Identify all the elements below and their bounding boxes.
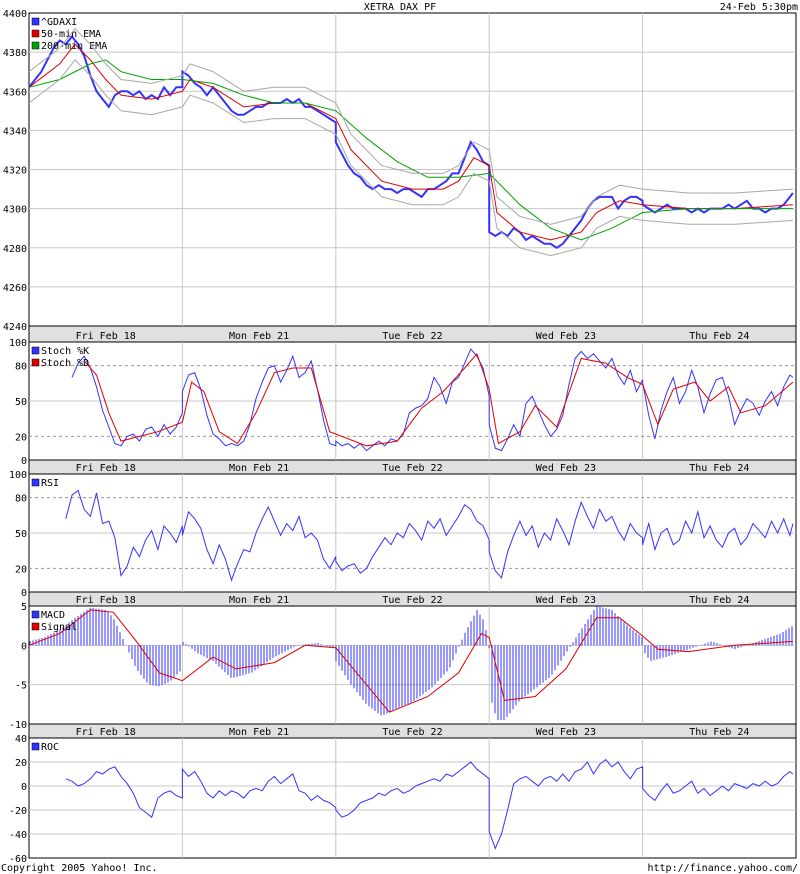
y-tick-label: 4280 <box>3 244 27 255</box>
y-tick-label: 4300 <box>3 205 27 216</box>
day-label: Fri Feb 18 <box>76 595 136 606</box>
day-label: Thu Feb 24 <box>689 463 749 474</box>
legend-swatch <box>31 29 40 38</box>
day-label: Wed Feb 23 <box>536 595 596 606</box>
legend-swatch <box>31 17 40 26</box>
y-tick-label: 100 <box>9 470 27 481</box>
y-tick-label: 4400 <box>3 9 27 20</box>
day-label: Wed Feb 23 <box>536 463 596 474</box>
day-label: Mon Feb 21 <box>229 331 289 342</box>
y-tick-label: 80 <box>15 362 27 373</box>
panel-price: 4400 4380 4360 4340 4320 4300 4280 4260 4240 ^GDA… <box>3 9 797 333</box>
legend-label: ^GDAXI <box>41 17 77 28</box>
day-label: Tue Feb 22 <box>382 727 442 738</box>
y-tick-label: 0 <box>21 456 27 467</box>
band-upper <box>28 27 793 225</box>
series-line <box>65 758 794 850</box>
day-label: Thu Feb 24 <box>689 727 749 738</box>
day-label: Tue Feb 22 <box>382 463 442 474</box>
day-label: Mon Feb 21 <box>229 727 289 738</box>
series-line <box>83 352 794 447</box>
y-tick-label: 5 <box>21 602 27 613</box>
series-line <box>28 609 793 713</box>
copyright-text: Copyright 2005 Yahoo! Inc. <box>1 863 158 874</box>
panel-roc: 40 20 0 -20 -40 -60 ROC <box>9 734 797 865</box>
y-tick-label: 0 <box>21 588 27 599</box>
chart-timestamp: 24-Feb 5:30pm <box>720 2 798 13</box>
y-tick-label: 4380 <box>3 48 27 59</box>
legend-swatch <box>31 610 40 619</box>
chart-panels: Fri Feb 18 Mon Feb 21 Tue Feb 22 Wed Feb 23… <box>3 9 797 865</box>
y-tick-label: 4360 <box>3 87 27 98</box>
legend-label: Stoch %D <box>41 358 89 369</box>
y-tick-label: -5 <box>15 681 27 692</box>
y-tick-label: -10 <box>9 720 27 731</box>
day-label: Mon Feb 21 <box>229 595 289 606</box>
day-label: Fri Feb 18 <box>76 331 136 342</box>
y-tick-label: 4320 <box>3 166 27 177</box>
legend-swatch <box>31 478 40 487</box>
day-label: Wed Feb 23 <box>536 727 596 738</box>
day-label: Tue Feb 22 <box>382 595 442 606</box>
y-tick-label: 50 <box>15 397 27 408</box>
legend-swatch <box>31 742 40 751</box>
footer-url[interactable]: http://finance.yahoo.com/ <box>647 863 798 874</box>
day-label: Fri Feb 18 <box>76 727 136 738</box>
y-tick-label: 80 <box>15 494 27 505</box>
series-line <box>65 489 794 582</box>
legend-label: RSI <box>41 478 59 489</box>
panel-frame <box>28 737 797 859</box>
legend-swatch <box>31 41 40 50</box>
panel-rsi: 100 80 50 20 0 RSI <box>9 470 797 599</box>
legend-swatch <box>31 622 40 631</box>
legend-swatch <box>31 358 40 367</box>
panel-frame <box>28 605 797 725</box>
series-line <box>71 348 794 452</box>
series-line <box>28 59 793 241</box>
day-label: Mon Feb 21 <box>229 463 289 474</box>
y-tick-label: 4240 <box>3 322 27 333</box>
day-label: Thu Feb 24 <box>689 595 749 606</box>
y-tick-label: 100 <box>9 338 27 349</box>
y-tick-label: 4260 <box>3 283 27 294</box>
y-tick-label: 20 <box>15 432 27 443</box>
band-lower <box>28 59 793 257</box>
legend-swatch <box>31 346 40 355</box>
legend-label: ROC <box>41 742 59 753</box>
y-tick-label: -40 <box>9 830 27 841</box>
day-label: Tue Feb 22 <box>382 331 442 342</box>
y-tick-label: 50 <box>15 529 27 540</box>
y-tick-label: -20 <box>9 806 27 817</box>
y-tick-label: 40 <box>15 734 27 745</box>
legend-label: Stoch %K <box>41 346 89 357</box>
y-tick-label: 0 <box>21 641 27 652</box>
day-label: Fri Feb 18 <box>76 463 136 474</box>
legend-label: 50-min EMA <box>41 29 101 40</box>
y-tick-label: -60 <box>9 854 27 865</box>
y-tick-label: 20 <box>15 564 27 575</box>
legend-label: 200-min EMA <box>41 41 107 52</box>
y-tick-label: 0 <box>21 782 27 793</box>
y-tick-label: 20 <box>15 758 27 769</box>
y-tick-label: 4340 <box>3 126 27 137</box>
day-label: Thu Feb 24 <box>689 331 749 342</box>
legend-label: Signal <box>41 622 77 633</box>
chart-title: XETRA DAX PF <box>364 2 436 13</box>
day-label: Wed Feb 23 <box>536 331 596 342</box>
legend-label: MACD <box>41 610 65 621</box>
series-line <box>28 43 793 241</box>
